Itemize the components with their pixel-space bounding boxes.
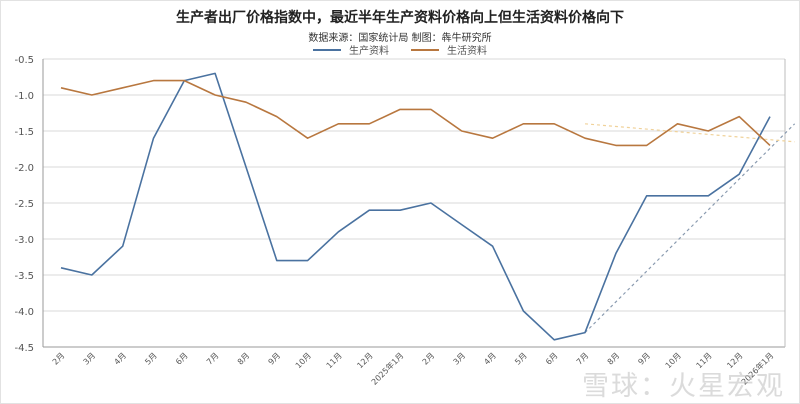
x-tick-label: 4月 — [482, 351, 498, 367]
y-tick-label: -0.5 — [14, 55, 34, 66]
series-line-production — [60, 72, 771, 341]
x-tick-label: 12月 — [355, 351, 374, 370]
trendline — [584, 123, 796, 334]
x-tick-label: 4月 — [112, 351, 128, 367]
x-tick-label: 5月 — [143, 351, 159, 367]
y-tick-label: -3.0 — [14, 235, 34, 246]
x-tick-label: 2月 — [51, 351, 67, 367]
x-tick-label: 11月 — [325, 351, 344, 370]
chart-title: 生产者出厂价格指数中，最近半年生产资料价格向上但生活资料价格向下 — [176, 10, 624, 26]
series-line-consumer — [60, 79, 771, 147]
x-tick-label: 2025年1月 — [369, 350, 405, 386]
legend-swatch-production — [313, 48, 341, 51]
y-tick-label: -4.0 — [14, 307, 34, 318]
x-tick-label: 3月 — [452, 351, 468, 367]
x-tick-label: 2月 — [421, 351, 437, 367]
y-tick-label: -4.5 — [14, 343, 34, 354]
x-tick-label: 6月 — [544, 351, 560, 367]
legend: 生产资料 生活资料 — [0, 42, 800, 57]
x-tick-label: 6月 — [174, 351, 190, 367]
legend-label-consumer: 生活资料 — [447, 46, 487, 57]
trendline — [584, 123, 795, 143]
legend-swatch-consumer — [411, 48, 439, 51]
chart-subtitle: 数据来源：国家统计局 制图：犇牛研究所 — [308, 33, 492, 44]
y-tick-label: -1.5 — [14, 127, 34, 138]
x-tick-label: 8月 — [236, 351, 252, 367]
x-tick-label: 5月 — [513, 351, 529, 367]
x-tick-label: 3月 — [82, 351, 98, 367]
x-tick-label: 7月 — [205, 351, 221, 367]
watermark: 雪球：火星宏观 — [582, 371, 785, 402]
x-tick-label: 9月 — [267, 351, 283, 367]
y-tick-label: -2.5 — [14, 199, 34, 210]
y-tick-label: -1.0 — [14, 91, 34, 102]
x-tick-label: 10月 — [294, 351, 313, 370]
legend-item-production: 生产资料 — [313, 42, 389, 57]
y-tick-label: -3.5 — [14, 271, 34, 282]
legend-label-production: 生产资料 — [349, 46, 389, 57]
y-tick-label: -2.0 — [14, 163, 34, 174]
legend-item-consumer: 生活资料 — [411, 42, 487, 57]
